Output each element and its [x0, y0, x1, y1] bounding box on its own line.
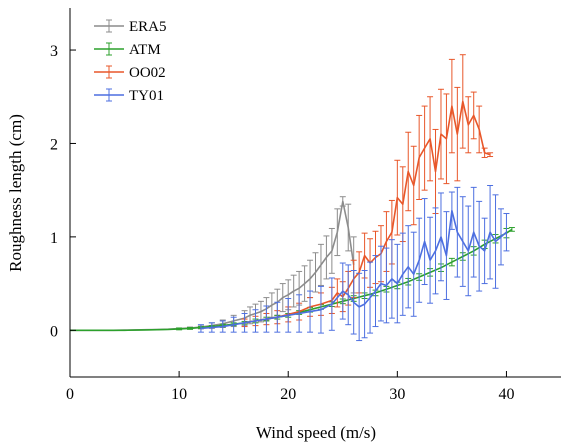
legend-item-era5: ERA5	[94, 19, 167, 35]
legend: ERA5 ATM OO02 TY01	[94, 19, 167, 104]
series-ty01	[197, 184, 510, 342]
series-line-oo02	[244, 100, 491, 324]
x-tick-label: 10	[171, 386, 187, 403]
legend-label: OO02	[129, 65, 166, 81]
y-axis-label: Roughness length (cm)	[6, 114, 25, 272]
legend-label: ATM	[129, 42, 161, 58]
legend-label: ERA5	[129, 19, 167, 35]
series-line-ty01	[200, 209, 507, 330]
y-tick-label: 1	[50, 230, 58, 247]
legend-item-ty01: TY01	[94, 88, 164, 104]
x-axis-label: Wind speed (m/s)	[256, 423, 376, 442]
x-tick-label: 40	[498, 386, 514, 403]
legend-item-atm: ATM	[94, 42, 161, 58]
x-tick-label: 0	[66, 386, 74, 403]
legend-label: TY01	[129, 88, 164, 104]
chart-axes: 0 10 20 30 40 0 1 2 3	[50, 8, 561, 403]
legend-item-oo02: OO02	[94, 65, 166, 81]
chart-marks	[70, 54, 515, 342]
y-tick-label: 3	[50, 43, 58, 60]
series-oo02	[241, 54, 494, 328]
x-tick-label: 20	[280, 386, 296, 403]
y-tick-label: 0	[50, 323, 58, 340]
y-tick-label: 2	[50, 136, 58, 153]
x-tick-label: 30	[389, 386, 405, 403]
